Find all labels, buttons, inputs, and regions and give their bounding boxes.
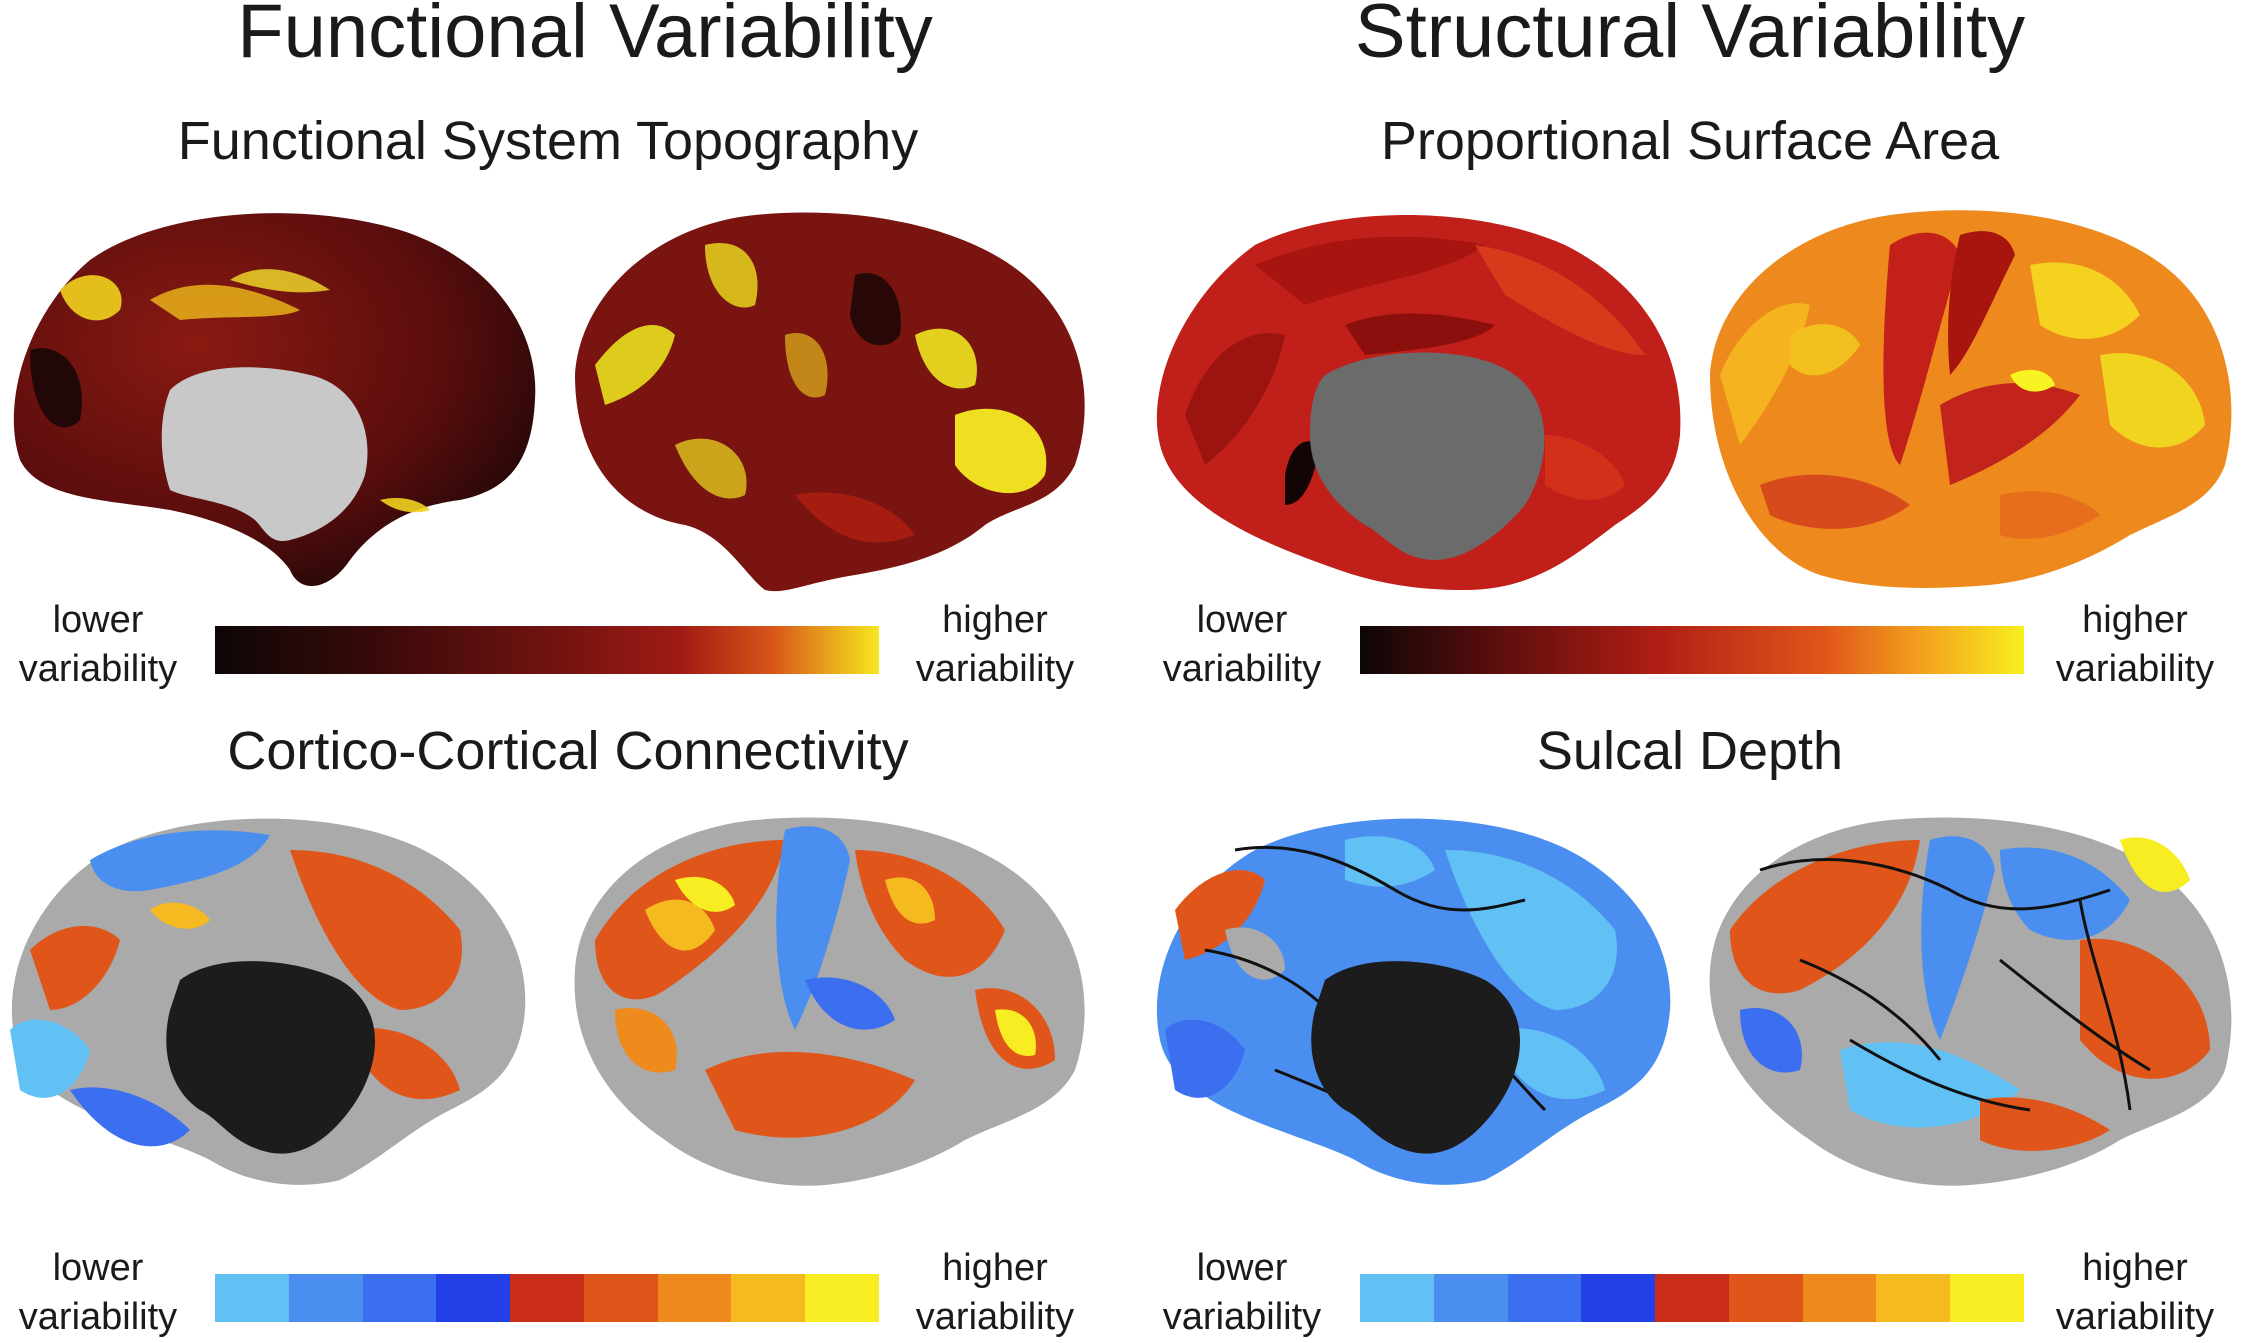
- colorbar-high-label-sulcal-depth: higher variability: [2025, 1244, 2242, 1343]
- panel-title-proportional-surface-area: Proportional Surface Area: [1190, 112, 2190, 171]
- sulcal-depth-medial-brain: [1145, 810, 1690, 1190]
- colorbar-sulcal-depth: [1360, 1274, 2024, 1322]
- sulcal-depth-lateral-brain: [1700, 810, 2240, 1190]
- colorbar-connectivity: [215, 1274, 879, 1322]
- colorbar-high-label-connectivity: higher variability: [885, 1244, 1105, 1343]
- panel-title-functional-system-topography: Functional System Topography: [48, 112, 1048, 171]
- colorbar-functional-topography: [215, 626, 879, 674]
- surface-area-lateral-brain: [1700, 205, 2240, 595]
- colorbar-surface-area: [1360, 626, 2024, 674]
- colorbar-low-label-sulcal-depth: lower variability: [1132, 1244, 1352, 1343]
- surface-area-medial-brain: [1145, 205, 1690, 595]
- panel-title-cortico-cortical-connectivity: Cortico-Cortical Connectivity: [68, 722, 1068, 781]
- structural-variability-title: Structural Variability: [1190, 0, 2190, 70]
- colorbar-low-label-functional-topography: lower variability: [0, 596, 208, 695]
- colorbar-high-label-surface-area: higher variability: [2025, 596, 2242, 695]
- functional-topography-medial-brain: [0, 200, 545, 590]
- colorbar-high-label-functional-topography: higher variability: [885, 596, 1105, 695]
- panel-title-sulcal-depth: Sulcal Depth: [1190, 722, 2190, 781]
- colorbar-low-label-connectivity: lower variability: [0, 1244, 208, 1343]
- colorbar-low-label-surface-area: lower variability: [1132, 596, 1352, 695]
- connectivity-medial-brain: [0, 810, 545, 1190]
- functional-topography-lateral-brain: [555, 205, 1095, 595]
- connectivity-lateral-brain: [555, 810, 1095, 1190]
- functional-variability-title: Functional Variability: [85, 0, 1085, 70]
